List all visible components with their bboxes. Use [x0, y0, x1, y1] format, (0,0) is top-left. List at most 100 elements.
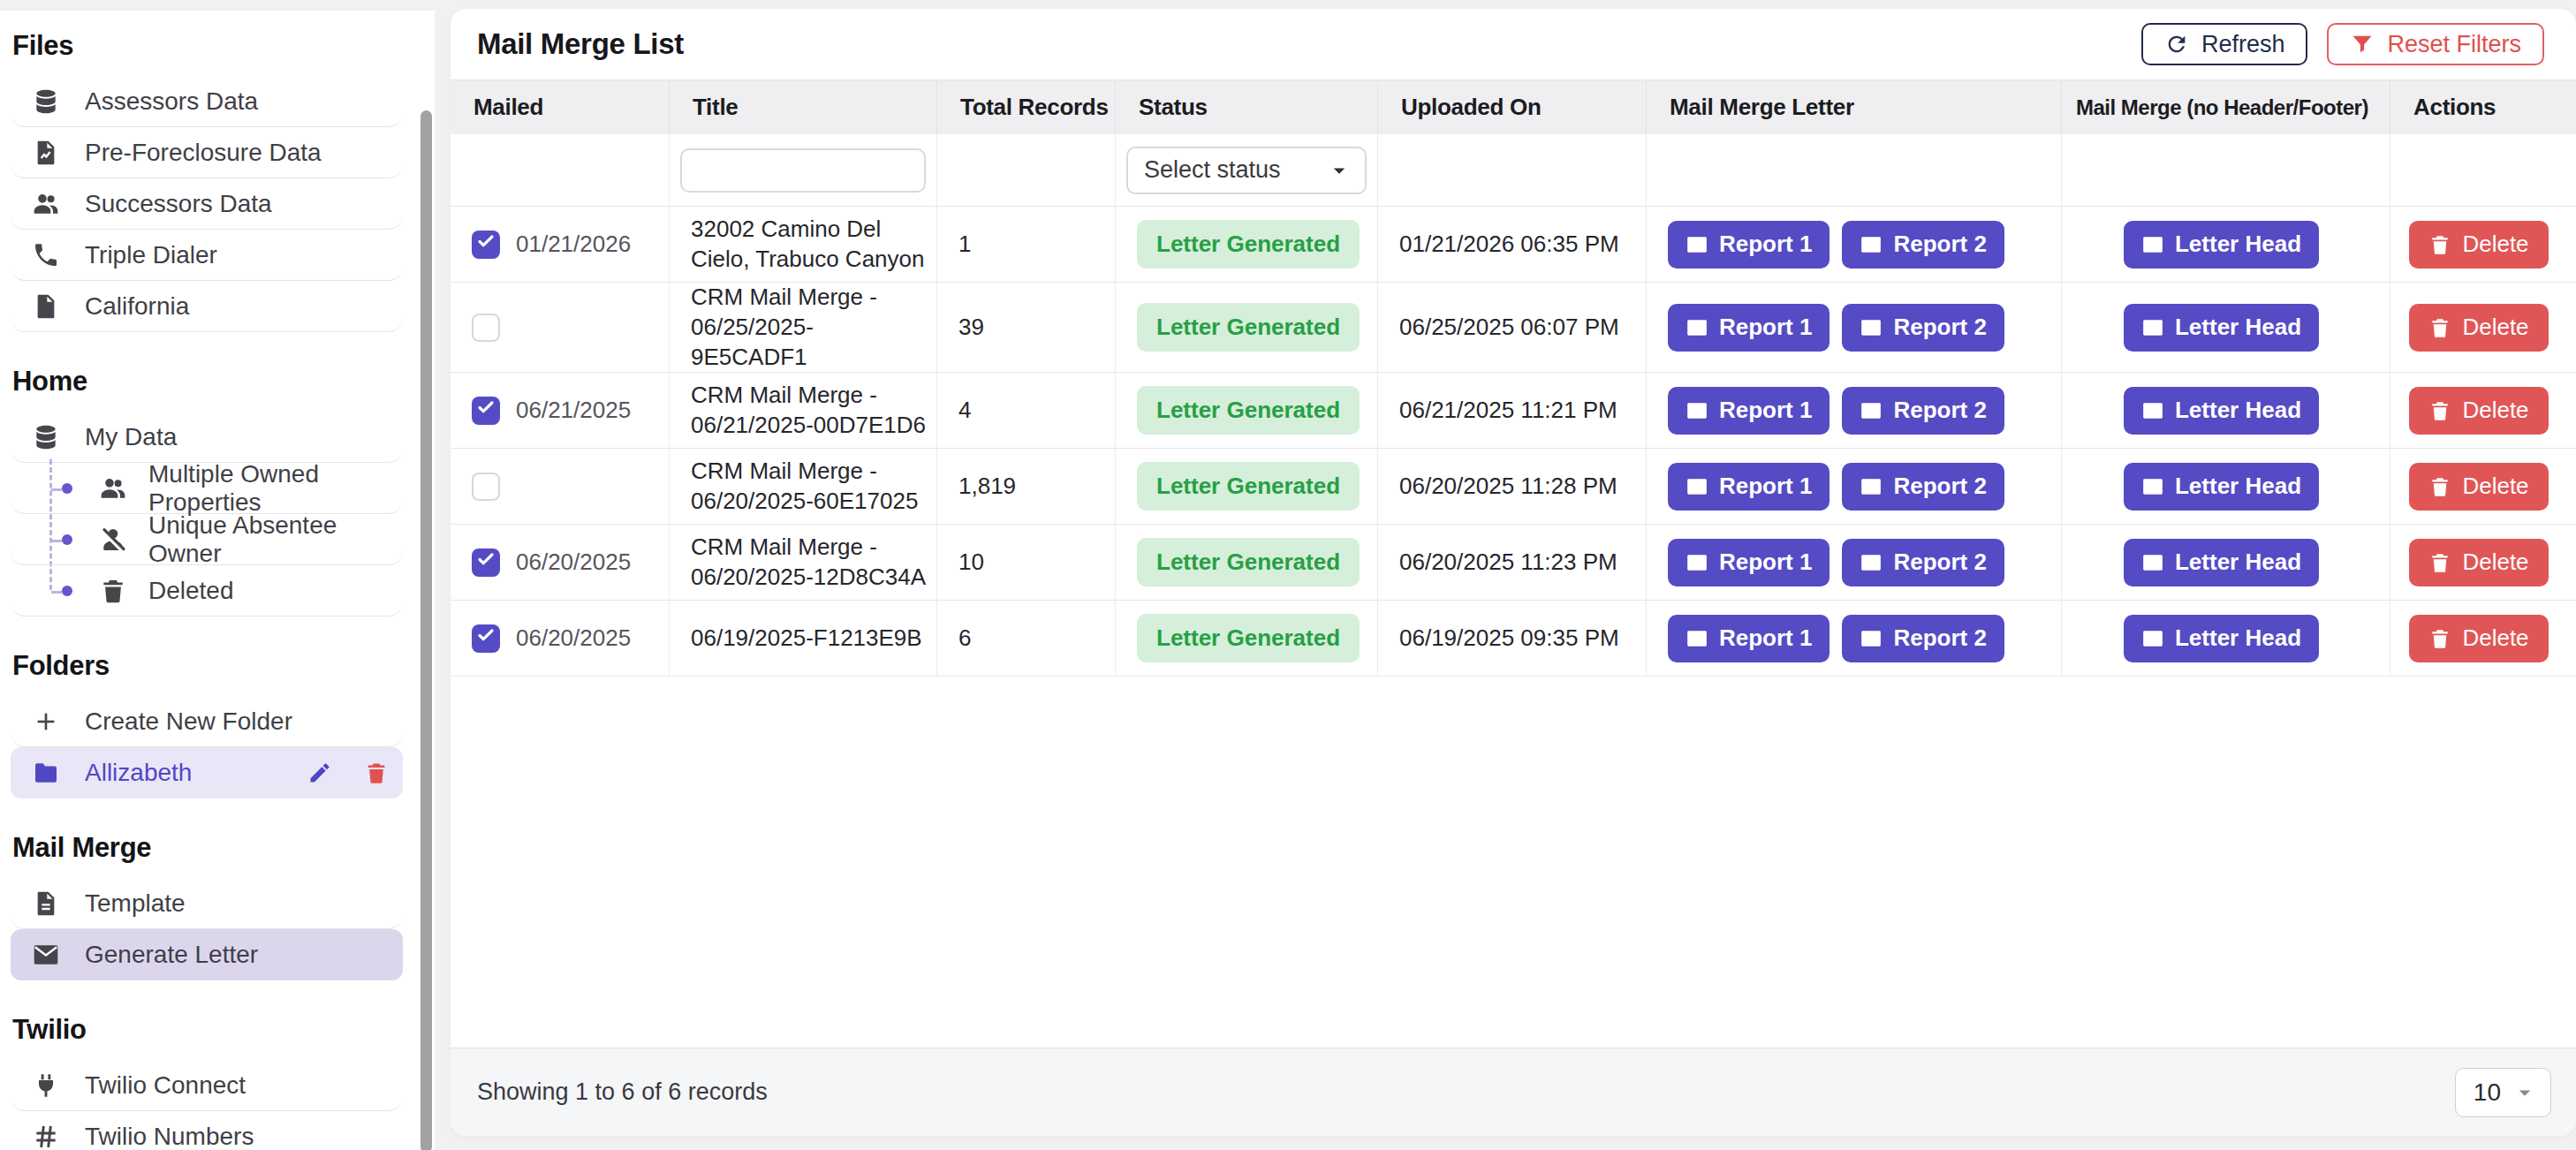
- report-2-label: Report 2: [1893, 397, 1986, 424]
- trash-icon: [2428, 627, 2451, 650]
- mailed-cell: 06/20/2025: [451, 601, 670, 677]
- letter-head-button[interactable]: Letter Head: [2124, 387, 2319, 435]
- column-header-total-records[interactable]: Total Records: [937, 80, 1116, 134]
- delete-trash-icon[interactable]: [364, 760, 389, 785]
- table-footer: Showing 1 to 6 of 6 records 10: [451, 1048, 2576, 1136]
- report-1-button[interactable]: Report 1: [1668, 387, 1830, 435]
- filter-cell-status: Select status: [1116, 134, 1378, 207]
- report-2-button[interactable]: Report 2: [1842, 221, 2004, 269]
- mailed-checkbox-checked[interactable]: [472, 624, 500, 653]
- sidebar-item-label: Multiple Owned Properties: [148, 460, 394, 517]
- report-2-button[interactable]: Report 2: [1842, 615, 2004, 662]
- sidebar-item-deleted[interactable]: Deleted: [11, 565, 403, 617]
- sidebar-item-multiple-owned-properties[interactable]: Multiple Owned Properties: [11, 463, 403, 514]
- report-1-button[interactable]: Report 1: [1668, 615, 1830, 662]
- trash-icon: [2428, 399, 2451, 422]
- report-2-label: Report 2: [1893, 624, 1986, 652]
- sidebar-item-allizabeth[interactable]: Allizabeth: [11, 747, 403, 798]
- sidebar-item-label: Generate Letter: [85, 941, 258, 969]
- column-header-uploaded-on[interactable]: Uploaded On: [1378, 80, 1647, 134]
- delete-button[interactable]: Delete: [2409, 387, 2548, 435]
- delete-button[interactable]: Delete: [2409, 539, 2548, 586]
- report-1-label: Report 1: [1719, 397, 1812, 424]
- sidebar-item-create-new-folder[interactable]: Create New Folder: [11, 696, 403, 747]
- actions-cell: Delete: [2390, 207, 2576, 283]
- column-header-mail-merge-letter[interactable]: Mail Merge Letter: [1647, 80, 2062, 134]
- sidebar-item-label: California: [85, 292, 189, 321]
- page-size-select[interactable]: 10: [2455, 1068, 2551, 1117]
- mailed-checkbox-unchecked[interactable]: [472, 314, 500, 342]
- report-1-button[interactable]: Report 1: [1668, 539, 1830, 586]
- letter-head-button[interactable]: Letter Head: [2124, 615, 2319, 662]
- status-cell: Letter Generated: [1116, 207, 1378, 283]
- column-header-mailed[interactable]: Mailed: [451, 80, 670, 134]
- sidebar-item-label: Allizabeth: [85, 759, 192, 787]
- delete-button[interactable]: Delete: [2409, 615, 2548, 662]
- sidebar-item-unique-absentee-owner[interactable]: Unique Absentee Owner: [11, 514, 403, 565]
- sidebar-item-twilio-connect[interactable]: Twilio Connect: [11, 1060, 403, 1111]
- sidebar-item-triple-dialer[interactable]: Triple Dialer: [11, 230, 403, 281]
- column-header-status[interactable]: Status: [1116, 80, 1378, 134]
- envelope-icon: [2141, 475, 2164, 498]
- no-header-footer-cell: Letter Head: [2062, 373, 2390, 449]
- delete-label: Delete: [2462, 397, 2528, 424]
- database-icon: [32, 87, 60, 116]
- delete-button[interactable]: Delete: [2409, 304, 2548, 352]
- column-header-mail-merge-no-header-footer[interactable]: Mail Merge (no Header/Footer): [2062, 80, 2390, 134]
- report-2-button[interactable]: Report 2: [1842, 539, 2004, 586]
- sidebar-item-template[interactable]: Template: [11, 878, 403, 929]
- edit-pencil-icon[interactable]: [307, 760, 332, 785]
- delete-button[interactable]: Delete: [2409, 463, 2548, 511]
- sidebar-subtree: Multiple Owned PropertiesUnique Absentee…: [11, 463, 403, 617]
- letter-head-button[interactable]: Letter Head: [2124, 463, 2319, 511]
- status-badge: Letter Generated: [1137, 303, 1360, 352]
- sidebar-scrollbar[interactable]: [420, 110, 432, 1150]
- sidebar-item-generate-letter[interactable]: Generate Letter: [11, 929, 403, 980]
- reset-filters-button[interactable]: Reset Filters: [2327, 23, 2544, 65]
- letter-head-button[interactable]: Letter Head: [2124, 221, 2319, 269]
- title-cell: CRM Mail Merge - 06/25/2025-9E5CADF1: [670, 283, 937, 373]
- report-2-button[interactable]: Report 2: [1842, 463, 2004, 511]
- title-cell: 06/19/2025-F1213E9B: [670, 601, 937, 677]
- users-icon: [99, 474, 127, 503]
- report-1-button[interactable]: Report 1: [1668, 221, 1830, 269]
- section-title-folders: Folders: [12, 650, 403, 682]
- report-1-button[interactable]: Report 1: [1668, 463, 1830, 511]
- title-filter-input[interactable]: [680, 148, 926, 193]
- report-1-button[interactable]: Report 1: [1668, 304, 1830, 352]
- mailed-cell: 06/20/2025: [451, 525, 670, 601]
- mailed-checkbox-unchecked[interactable]: [472, 473, 500, 501]
- sidebar-item-pre-foreclosure-data[interactable]: Pre-Foreclosure Data: [11, 127, 403, 178]
- filter-cell-mailed: [451, 134, 670, 207]
- letter-head-button[interactable]: Letter Head: [2124, 539, 2319, 586]
- user-slash-icon: [99, 526, 127, 554]
- sidebar-item-successors-data[interactable]: Successors Data: [11, 178, 403, 230]
- letter-head-label: Letter Head: [2175, 473, 2301, 500]
- table-row: CRM Mail Merge - 06/25/2025-9E5CADF1 39 …: [451, 283, 2576, 373]
- column-header-title[interactable]: Title: [670, 80, 937, 134]
- report-2-button[interactable]: Report 2: [1842, 387, 2004, 435]
- trash-icon: [99, 577, 127, 605]
- letter-head-button[interactable]: Letter Head: [2124, 304, 2319, 352]
- mail-merge-letter-cell: Report 1 Report 2: [1647, 207, 2062, 283]
- mailed-checkbox-checked[interactable]: [472, 231, 500, 259]
- mailed-checkbox-checked[interactable]: [472, 397, 500, 425]
- status-cell: Letter Generated: [1116, 283, 1378, 373]
- mailed-checkbox-checked[interactable]: [472, 549, 500, 577]
- sidebar-item-twilio-numbers[interactable]: Twilio Numbers: [11, 1111, 403, 1150]
- sidebar-item-california[interactable]: California: [11, 281, 403, 332]
- sidebar-item-my-data[interactable]: My Data: [11, 412, 403, 463]
- refresh-button[interactable]: Refresh: [2141, 23, 2308, 65]
- envelope-icon: [1860, 399, 1883, 422]
- status-badge: Letter Generated: [1137, 614, 1360, 662]
- column-header-actions[interactable]: Actions: [2390, 80, 2576, 134]
- delete-button[interactable]: Delete: [2409, 221, 2548, 269]
- letter-head-label: Letter Head: [2175, 314, 2301, 341]
- no-header-footer-cell: Letter Head: [2062, 525, 2390, 601]
- actions-cell: Delete: [2390, 373, 2576, 449]
- sidebar-item-assessors-data[interactable]: Assessors Data: [11, 76, 403, 127]
- mail-merge-letter-cell: Report 1 Report 2: [1647, 373, 2062, 449]
- report-2-button[interactable]: Report 2: [1842, 304, 2004, 352]
- mail-merge-letter-cell: Report 1 Report 2: [1647, 449, 2062, 525]
- status-filter-select[interactable]: Select status: [1126, 147, 1367, 194]
